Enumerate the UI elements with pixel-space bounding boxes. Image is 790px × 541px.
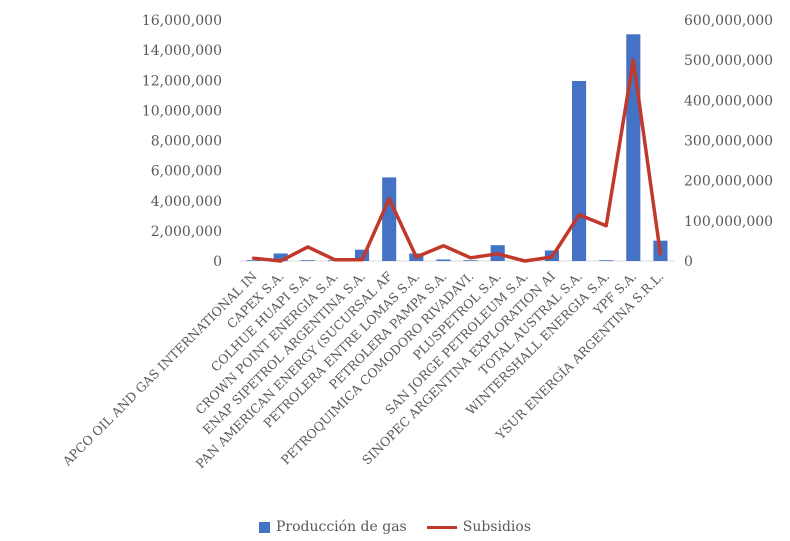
y-right-tick-label: 300,000,000: [684, 134, 773, 150]
legend-line-swatch: [426, 525, 457, 529]
y-right-tick-label: 500,000,000: [684, 53, 773, 69]
y-left-tick-label: 10,000,000: [142, 103, 222, 119]
y-right-tick-label: 0: [684, 254, 693, 270]
bar: [273, 253, 288, 261]
bar: [572, 81, 587, 261]
line-series: [251, 58, 663, 263]
bar: [246, 260, 261, 261]
bar-series: [246, 34, 668, 262]
legend-item-bar: Producción de gas: [258, 519, 407, 535]
legend-bar-swatch: [258, 521, 270, 533]
legend-item-line: Subsidios: [426, 519, 532, 535]
subsidios-line: [251, 58, 663, 263]
y-left-tick-label: 16,000,000: [142, 13, 222, 29]
y-right-tick-label: 200,000,000: [684, 174, 773, 190]
y-right-tick-label: 400,000,000: [684, 93, 773, 109]
y-left-tick-label: 8,000,000: [151, 134, 222, 150]
y-left-tick-label: 6,000,000: [151, 164, 222, 180]
y-left-tick-label: 4,000,000: [151, 194, 222, 210]
y-left-tick-label: 12,000,000: [142, 73, 222, 89]
bar: [436, 259, 451, 261]
y-axis-right: 0 100,000,000 200,000,000 300,000,000 400,00…: [684, 13, 773, 270]
bar: [599, 260, 614, 261]
bar: [463, 260, 478, 261]
legend: Producción de gas Subsidios: [0, 516, 790, 538]
y-left-tick-label: 14,000,000: [142, 43, 222, 59]
bar: [300, 260, 315, 261]
y-left-tick-label: 0: [213, 254, 222, 270]
y-left-tick-label: 2,000,000: [151, 224, 222, 240]
y-axis-left: 0 2,000,000 4,000,000 6,000,000 8,000,000 10,…: [142, 13, 222, 270]
y-right-tick-label: 100,000,000: [684, 214, 773, 230]
y-right-tick-label: 600,000,000: [684, 13, 773, 29]
bar: [355, 249, 370, 261]
legend-label: Subsidios: [462, 519, 532, 535]
legend-label: Producción de gas: [275, 519, 407, 535]
bar: [382, 177, 397, 261]
